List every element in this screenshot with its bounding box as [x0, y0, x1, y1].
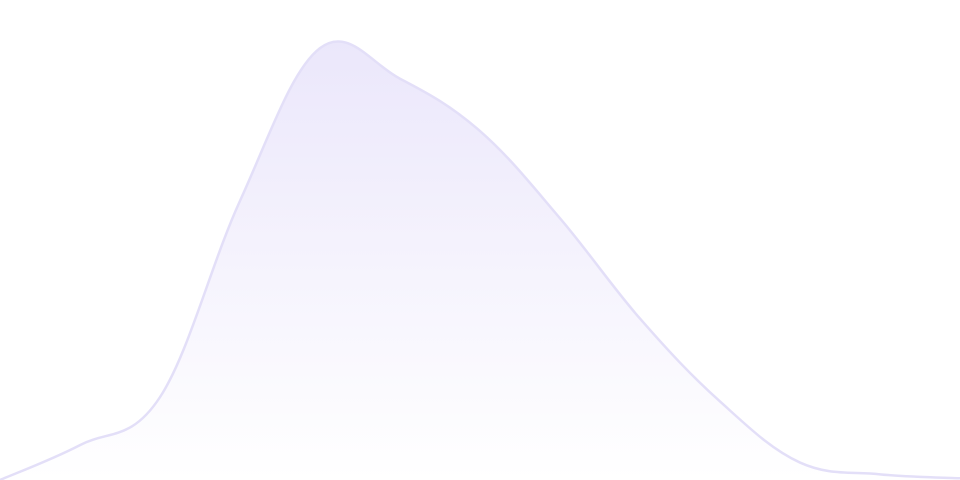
series-line [0, 40, 960, 480]
area-fill [0, 41, 960, 480]
